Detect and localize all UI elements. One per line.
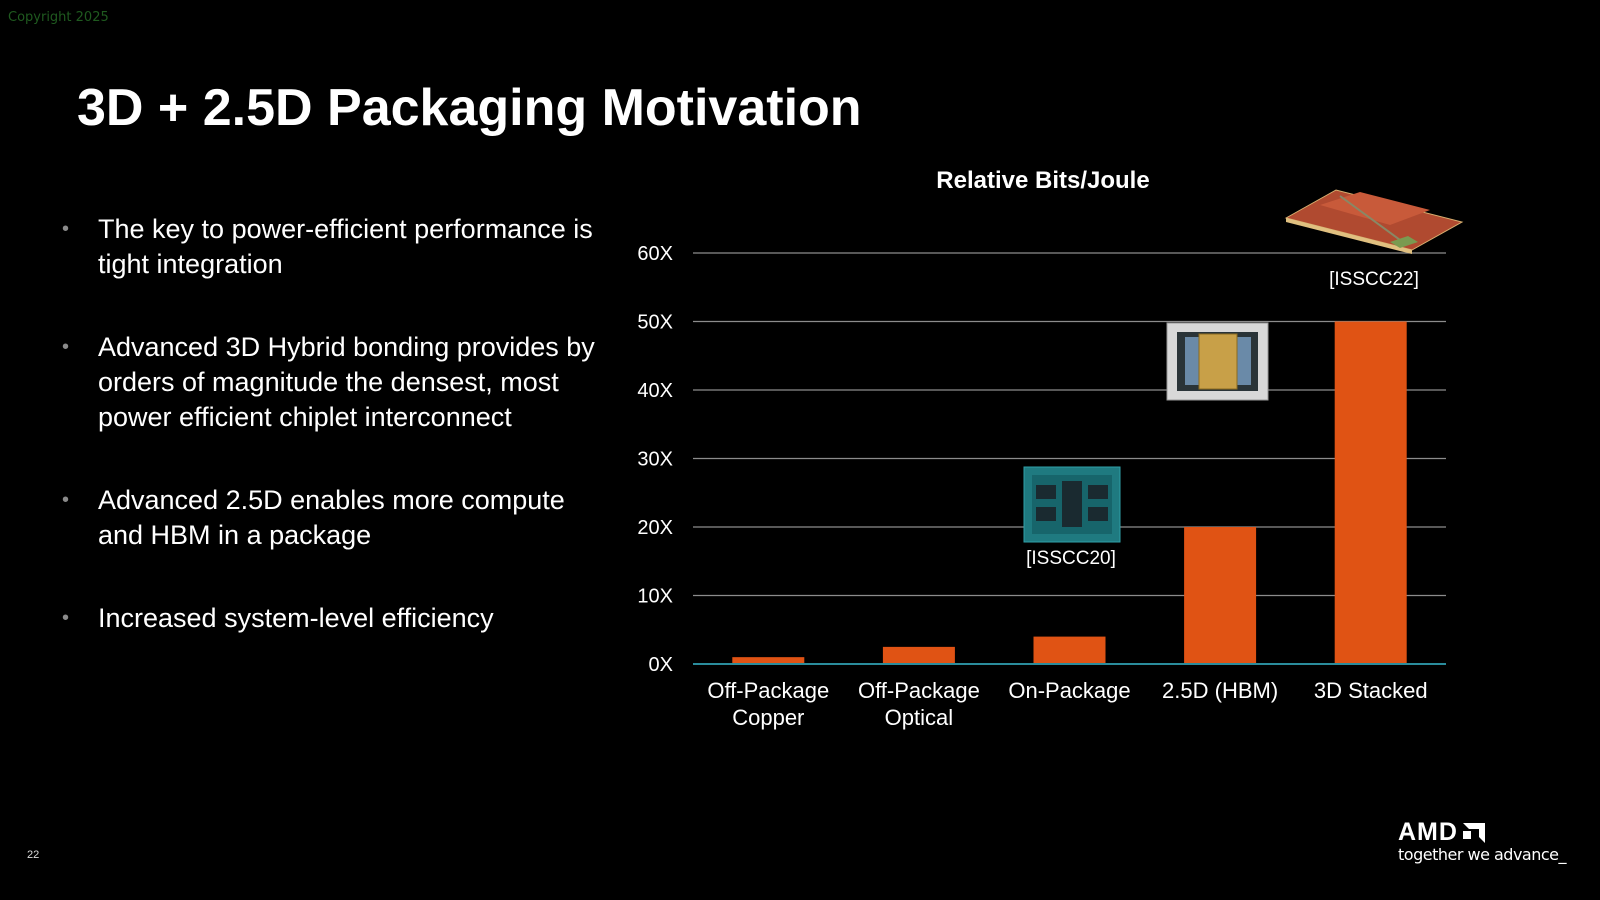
bullet-item: • Advanced 3D Hybrid bonding provides by … <box>60 330 600 435</box>
page-number: 22 <box>27 849 40 861</box>
bullet-text: Advanced 3D Hybrid bonding provides by o… <box>98 332 595 432</box>
x-tick-label: Optical <box>885 705 953 730</box>
chip-on-package-image <box>1023 466 1121 543</box>
y-tick-label: 20X <box>637 517 673 539</box>
bullet-text: The key to power-efficient performance i… <box>98 214 593 279</box>
x-tick-label: Copper <box>732 705 804 730</box>
logo-brand: AMD <box>1398 818 1458 846</box>
y-tick-label: 0X <box>649 654 673 676</box>
x-tick-label: 3D Stacked <box>1314 678 1428 703</box>
chip-3d-stacked-image <box>1284 189 1464 254</box>
bullet-text: Increased system-level efficiency <box>98 603 494 633</box>
y-tick-label: 40X <box>637 380 673 402</box>
slide-title: 3D + 2.5D Packaging Motivation <box>77 79 862 137</box>
bullet-item: • The key to power-efficient performance … <box>60 212 600 282</box>
annotation-isscc22: [ISSCC22] <box>1329 269 1419 290</box>
bullet-dot-icon: • <box>62 489 70 511</box>
amd-logo: AMD together we advance_ <box>1398 818 1567 864</box>
y-tick-label: 50X <box>637 312 673 334</box>
y-tick-label: 10X <box>637 586 673 608</box>
bar <box>1033 636 1106 663</box>
chip-2-5d-image <box>1166 322 1269 401</box>
x-tick-label: Off-Package <box>707 678 829 703</box>
x-tick-label: 2.5D (HBM) <box>1162 678 1278 703</box>
amd-arrow-icon <box>1462 822 1485 843</box>
bullet-dot-icon: • <box>62 218 70 240</box>
y-tick-label: 60X <box>637 243 673 265</box>
bar <box>1334 321 1407 663</box>
bar <box>1184 527 1257 663</box>
chart-title: Relative Bits/Joule <box>936 167 1149 194</box>
bullet-text: Advanced 2.5D enables more compute and H… <box>98 485 565 550</box>
copyright-notice: Copyright 2025 <box>8 10 109 25</box>
bullet-item: • Increased system-level efficiency <box>60 601 600 636</box>
x-tick-label: Off-Package <box>858 678 980 703</box>
annotation-isscc20: [ISSCC20] <box>1026 548 1116 569</box>
bar <box>732 657 805 663</box>
x-tick-label: On-Package <box>1008 678 1130 703</box>
bar <box>882 646 955 663</box>
bullet-list: • The key to power-efficient performance … <box>60 212 600 684</box>
bar-chart: Relative Bits/Joule 0X 10X 20X 30X 40X 50X 60X… <box>637 167 1464 730</box>
bullet-item: • Advanced 2.5D enables more compute and … <box>60 483 600 553</box>
logo-tagline: together we advance_ <box>1398 845 1567 864</box>
bullet-dot-icon: • <box>62 607 70 629</box>
y-tick-label: 30X <box>637 449 673 471</box>
bullet-dot-icon: • <box>62 336 70 358</box>
